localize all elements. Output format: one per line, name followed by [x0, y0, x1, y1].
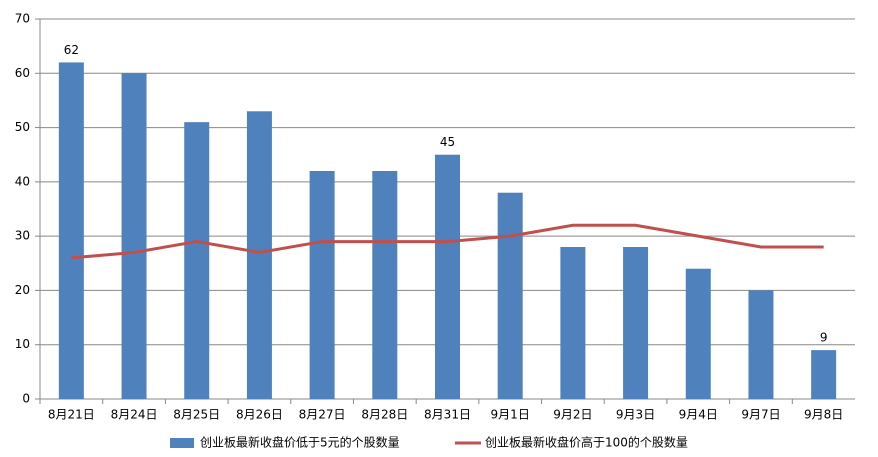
- x-tick-label: 9月8日: [804, 408, 843, 422]
- bar: [121, 73, 147, 400]
- y-tick-label: 70: [15, 12, 30, 26]
- data-label: 9: [820, 331, 828, 345]
- y-tick-label: 50: [15, 120, 30, 134]
- y-tick-label: 10: [15, 337, 30, 351]
- y-tick-label: 20: [15, 283, 30, 297]
- x-tick-label: 8月24日: [111, 408, 158, 422]
- bar: [184, 122, 210, 400]
- x-tick-label: 8月27日: [299, 408, 346, 422]
- x-tick-label: 9月4日: [679, 408, 718, 422]
- data-label: 62: [64, 43, 79, 57]
- x-tick-label: 9月3日: [616, 408, 655, 422]
- x-tick-label: 9月1日: [491, 408, 530, 422]
- x-tick-label: 8月21日: [48, 408, 95, 422]
- bar: [372, 171, 398, 399]
- x-tick-label: 8月28日: [361, 408, 408, 422]
- legend-label: 创业板最新收盘价低于5元的个股数量: [200, 435, 400, 450]
- legend-label: 创业板最新收盘价高于100的个股数量: [485, 435, 688, 450]
- bar: [560, 247, 586, 399]
- bar: [246, 111, 272, 400]
- x-tick-label: 8月26日: [236, 408, 283, 422]
- bar: [309, 171, 335, 399]
- bar: [623, 247, 649, 399]
- legend-swatch: [170, 438, 194, 448]
- bar: [497, 192, 523, 399]
- x-tick-label: 9月7日: [741, 408, 780, 422]
- bar: [685, 268, 711, 399]
- bar: [435, 154, 460, 399]
- data-label: 45: [440, 135, 455, 149]
- y-tick-label: 30: [15, 229, 30, 243]
- x-tick-label: 8月31日: [424, 408, 471, 422]
- bar: [58, 62, 84, 400]
- line: [71, 223, 824, 260]
- bar: [811, 350, 837, 399]
- y-tick-label: 60: [15, 66, 30, 80]
- x-tick-label: 8月25日: [173, 408, 220, 422]
- y-tick-label: 0: [22, 392, 30, 406]
- x-tick-label: 9月2日: [553, 408, 592, 422]
- y-tick-label: 40: [15, 174, 30, 188]
- bar: [748, 290, 774, 399]
